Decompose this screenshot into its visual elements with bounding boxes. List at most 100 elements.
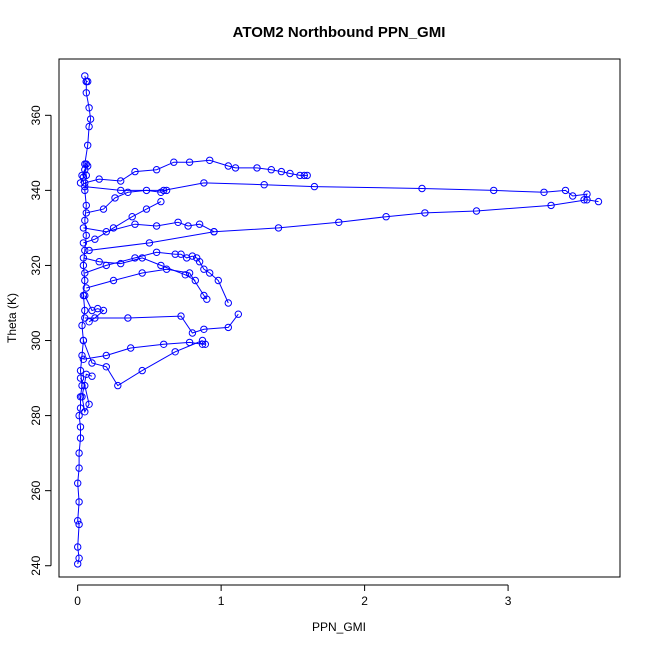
data-point	[200, 179, 208, 187]
data-point	[79, 261, 88, 270]
x-tick-label: 1	[218, 594, 225, 608]
y-tick-label: 240	[29, 555, 43, 575]
series-1	[74, 72, 95, 568]
series-9	[79, 336, 207, 390]
data-point	[95, 258, 103, 266]
series-line	[83, 201, 162, 244]
data-point	[138, 269, 146, 277]
series-10	[82, 265, 211, 303]
data-point	[85, 246, 93, 255]
x-axis-label: PPN_GMI	[312, 620, 366, 634]
data-point	[99, 205, 108, 213]
data-point	[274, 224, 283, 232]
data-point	[109, 276, 118, 285]
series-15	[76, 370, 96, 416]
data-point	[124, 314, 132, 322]
data-point	[81, 291, 89, 300]
data-point	[206, 269, 214, 277]
data-point	[81, 408, 89, 416]
data-point	[117, 186, 125, 195]
data-point	[131, 220, 139, 228]
data-point	[76, 366, 85, 375]
series-line	[86, 189, 167, 214]
data-point	[111, 194, 119, 202]
data-point	[171, 348, 179, 356]
data-point	[170, 158, 178, 166]
series-line	[89, 199, 599, 251]
data-point	[79, 239, 88, 247]
data-point	[75, 498, 83, 506]
data-point	[206, 156, 214, 165]
x-tick-label: 3	[505, 594, 512, 608]
data-point	[81, 182, 89, 191]
data-point	[296, 171, 304, 180]
data-point	[79, 336, 88, 345]
data-point	[76, 179, 85, 187]
data-point	[84, 77, 92, 86]
series-2	[81, 156, 311, 187]
x-tick-label: 0	[74, 594, 81, 608]
data-point	[145, 239, 154, 247]
plot-area	[74, 72, 603, 568]
y-tick-label: 360	[29, 105, 43, 125]
data-point	[171, 250, 179, 258]
chart-title: ATOM2 Northbound PPN_GMI	[233, 24, 446, 41]
data-point	[128, 213, 136, 221]
data-point	[81, 216, 89, 225]
data-point	[490, 186, 498, 195]
data-point	[78, 321, 86, 330]
data-point	[95, 175, 103, 183]
series-line	[84, 313, 239, 334]
data-point	[117, 259, 125, 268]
data-point	[82, 209, 91, 217]
data-point	[277, 167, 286, 176]
data-point	[85, 400, 93, 408]
data-point	[200, 325, 208, 333]
data-point	[138, 366, 146, 375]
data-point	[303, 171, 311, 180]
data-point	[214, 276, 223, 285]
y-tick-label: 280	[29, 405, 43, 425]
data-point	[91, 235, 99, 243]
data-point	[561, 186, 570, 195]
data-point	[188, 329, 197, 337]
data-point	[79, 355, 88, 363]
data-point	[74, 543, 82, 551]
y-axis: 240 260 280 300 320 340 360	[29, 105, 52, 576]
data-point	[160, 340, 168, 348]
data-point	[198, 336, 207, 345]
series-13	[81, 291, 108, 326]
data-point	[79, 224, 88, 232]
data-point	[114, 381, 122, 390]
data-point	[75, 411, 83, 420]
data-point	[127, 344, 135, 352]
data-point	[81, 246, 89, 255]
data-point	[102, 228, 111, 236]
data-point	[81, 381, 89, 390]
data-point	[117, 177, 125, 185]
data-point	[234, 310, 243, 318]
data-point	[191, 276, 200, 285]
data-point	[81, 306, 89, 315]
data-point	[76, 423, 85, 431]
data-point	[200, 265, 208, 273]
series-line	[86, 268, 208, 300]
data-point	[82, 89, 91, 97]
data-point	[75, 520, 83, 529]
data-point	[109, 224, 118, 232]
data-point	[78, 393, 86, 401]
data-point	[131, 167, 139, 176]
series-line	[83, 257, 196, 281]
data-point	[81, 269, 89, 277]
data-point	[82, 160, 91, 168]
series-6	[81, 248, 233, 307]
series-8	[79, 338, 210, 363]
data-point	[184, 222, 192, 230]
data-point	[131, 254, 139, 262]
data-point	[79, 254, 88, 262]
data-point	[76, 374, 85, 382]
data-point	[162, 186, 171, 195]
data-point	[124, 188, 132, 197]
series-line	[82, 340, 203, 387]
data-point	[472, 207, 481, 215]
